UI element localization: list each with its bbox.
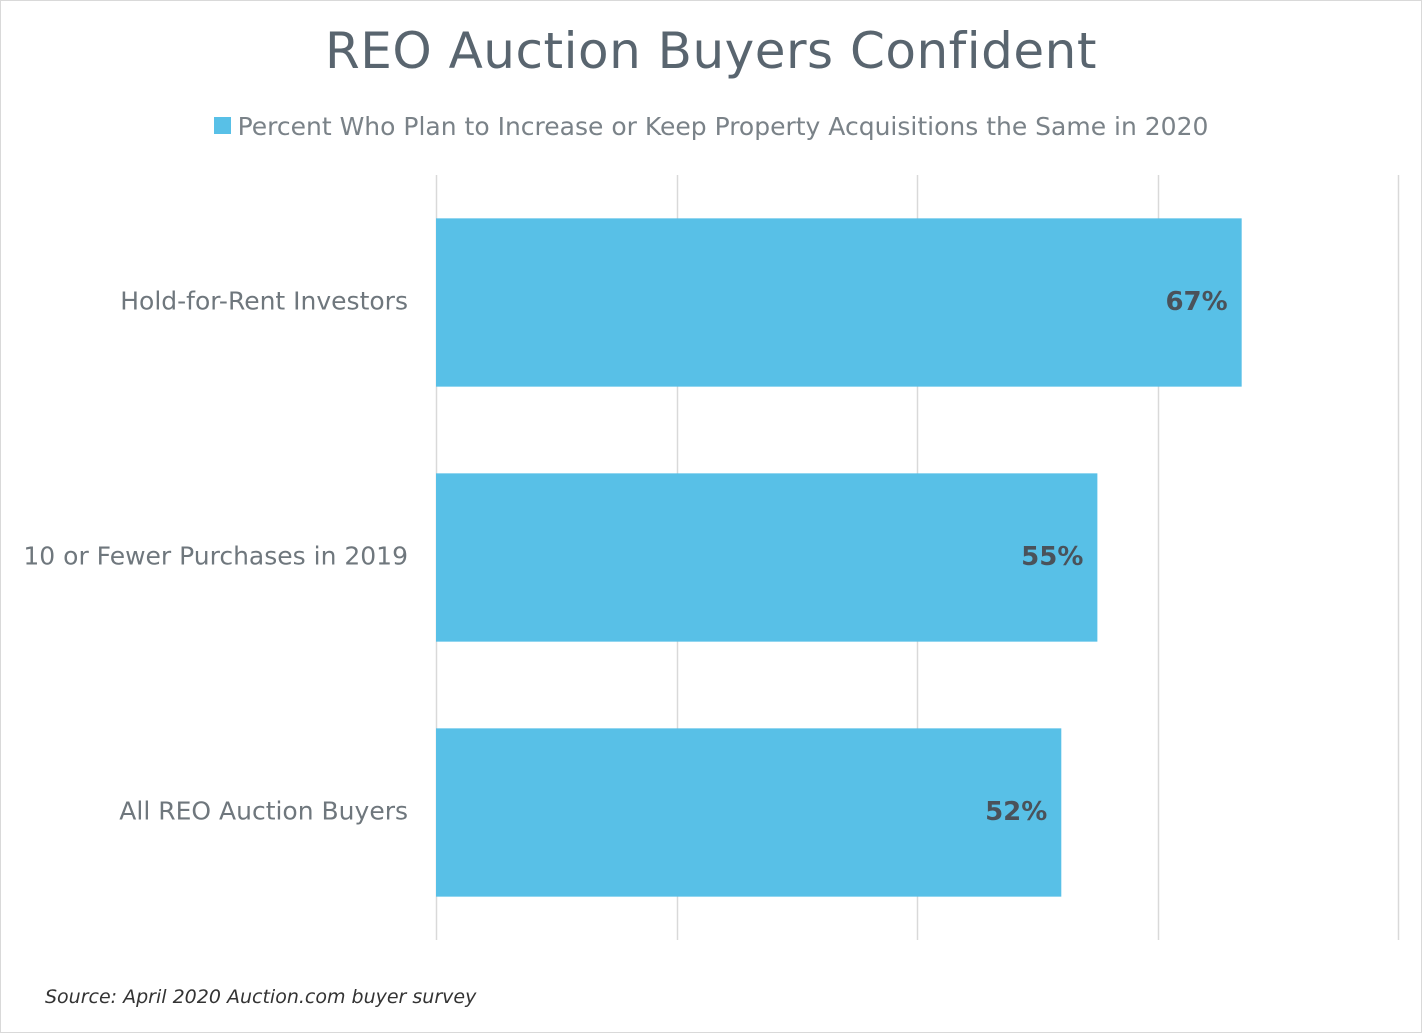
bar — [436, 473, 1098, 642]
bar — [436, 218, 1242, 387]
legend-swatch — [213, 117, 231, 134]
bar — [436, 728, 1062, 897]
data-label: 55% — [1021, 542, 1083, 572]
legend: Percent Who Plan to Increase or Keep Pro… — [0, 112, 1422, 141]
category-label: Hold-for-Rent Investors — [120, 287, 408, 316]
legend-label: Percent Who Plan to Increase or Keep Pro… — [237, 112, 1209, 141]
data-label: 52% — [985, 797, 1047, 827]
chart-title: REO Auction Buyers Confident — [325, 22, 1097, 80]
source-note: Source: April 2020 Auction.com buyer sur… — [45, 986, 477, 1008]
category-label: 10 or Fewer Purchases in 2019 — [23, 542, 408, 571]
data-label: 67% — [1165, 287, 1227, 317]
category-label: All REO Auction Buyers — [119, 797, 408, 826]
